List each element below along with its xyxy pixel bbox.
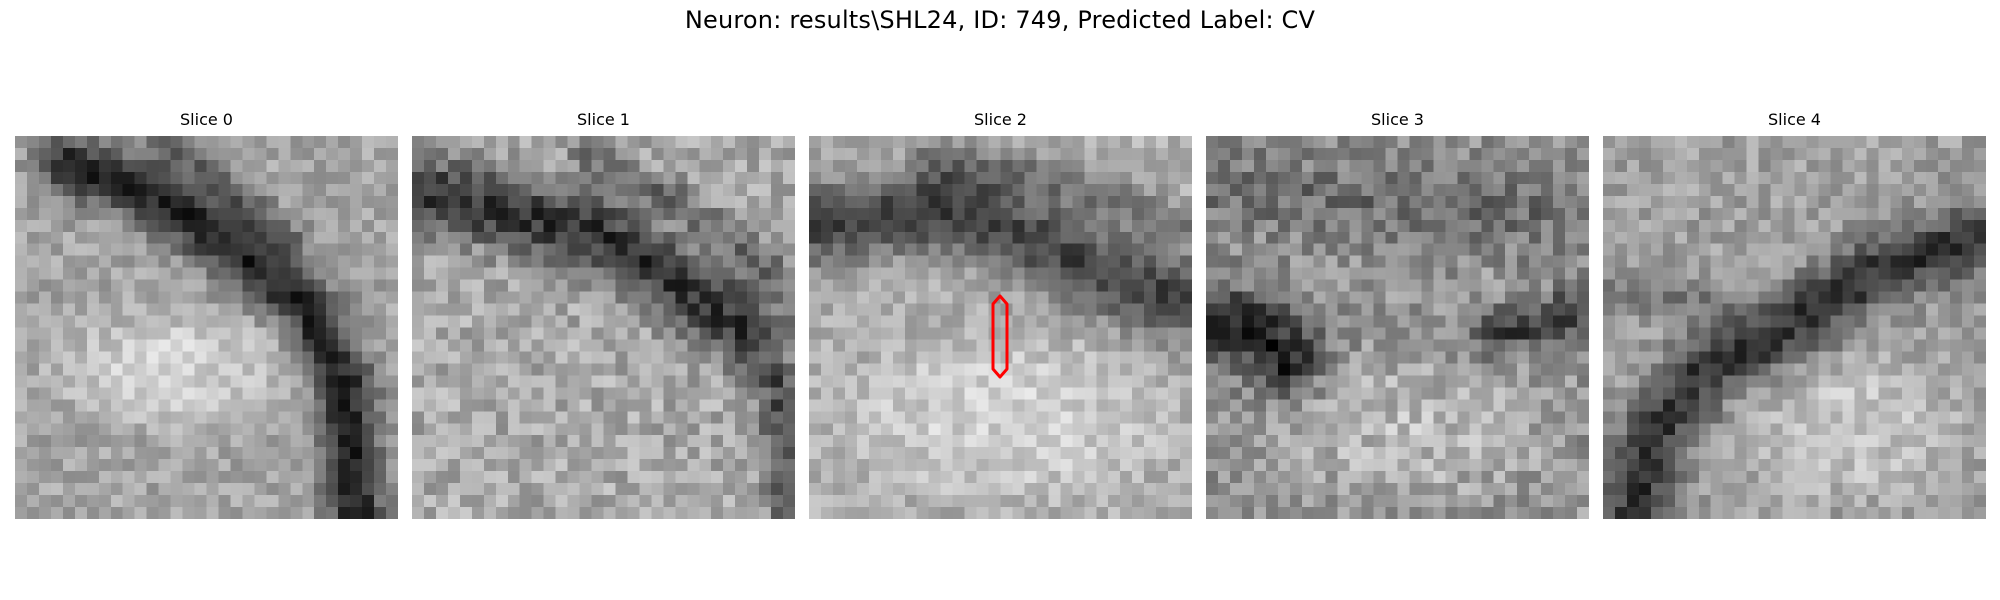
- slice-title-0: Slice 0: [180, 110, 233, 129]
- slice-title-4: Slice 4: [1768, 110, 1821, 129]
- slice-image-2: [809, 136, 1192, 519]
- figure-title: Neuron: results\SHL24, ID: 749, Predicte…: [684, 6, 1316, 34]
- slice-title-2: Slice 2: [974, 110, 1027, 129]
- slice-title-3: Slice 3: [1371, 110, 1424, 129]
- slice-title-1: Slice 1: [577, 110, 630, 129]
- slice-image-4: [1603, 136, 1986, 519]
- slice-panel-4: Slice 4: [1603, 108, 1986, 519]
- slice-panel-1: Slice 1: [412, 108, 795, 519]
- slice-panel-2: Slice 2: [809, 108, 1192, 519]
- slice-image-1: [412, 136, 795, 519]
- slice-image-3: [1206, 136, 1589, 519]
- slice-image-0: [15, 136, 398, 519]
- detection-marker: [991, 294, 1009, 379]
- slice-panel-3: Slice 3: [1206, 108, 1589, 519]
- slice-panel-0: Slice 0: [15, 108, 398, 519]
